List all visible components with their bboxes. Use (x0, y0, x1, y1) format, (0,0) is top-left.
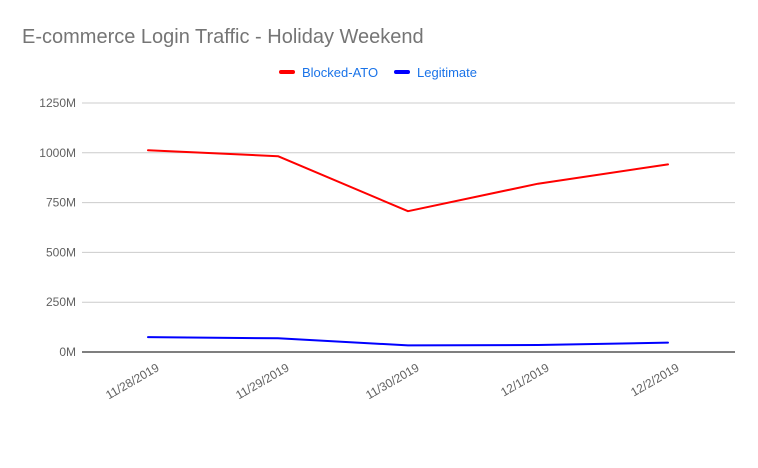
series-line-legitimate (147, 336, 669, 347)
chart-title: E-commerce Login Traffic - Holiday Weeke… (22, 26, 424, 48)
legend-label: Legitimate (417, 65, 477, 80)
x-tick-label: 11/30/2019 (363, 360, 422, 402)
y-tick-label: 1000M (39, 146, 76, 160)
y-tick-label: 250M (46, 295, 76, 309)
series-lines (147, 149, 669, 347)
x-tick-label: 11/29/2019 (233, 360, 292, 402)
series-line-blocked-ato (147, 149, 669, 213)
gridlines (82, 102, 735, 303)
x-tick-label: 12/1/2019 (498, 360, 552, 399)
y-axis-ticks: 0M 250M 500M 750M 1000M 1250M (39, 96, 76, 359)
y-tick-label: 500M (46, 245, 76, 259)
legend: Blocked-ATO Legitimate (279, 65, 477, 80)
y-tick-label: 750M (46, 196, 76, 210)
x-tick-label: 12/2/2019 (628, 360, 682, 399)
y-tick-label: 1250M (39, 96, 76, 110)
legend-label: Blocked-ATO (302, 65, 378, 80)
x-tick-label: 11/28/2019 (103, 360, 162, 402)
y-tick-label: 0M (59, 345, 76, 359)
x-axis-ticks: 11/28/2019 11/29/2019 11/30/2019 12/1/2019 1… (103, 360, 682, 402)
